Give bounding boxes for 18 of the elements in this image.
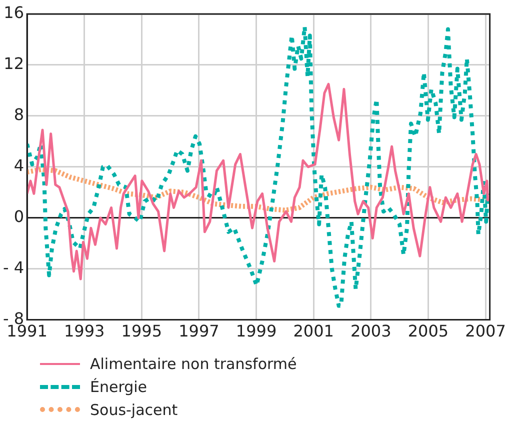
x-tick-label: 1995 <box>121 322 162 341</box>
line-series <box>27 24 490 308</box>
y-tick-label: 16 <box>4 3 24 22</box>
x-tick-label: 2005 <box>408 322 449 341</box>
x-tick-label: 2003 <box>350 322 392 341</box>
x-tick-label: 2001 <box>293 322 334 341</box>
y-tick-label: - 4 <box>2 258 24 277</box>
x-tick-label: 1999 <box>236 322 277 341</box>
x-tick-label: 2007 <box>465 322 506 341</box>
y-tick-label: 12 <box>4 54 24 74</box>
y-tick-label: 4 <box>14 156 24 176</box>
legend-label: Énergie <box>90 378 148 396</box>
legend-label: Sous-jacent <box>90 400 178 418</box>
x-tick-label: 1993 <box>64 322 105 341</box>
y-tick-label: 0 <box>14 207 24 226</box>
legend-label: Alimentaire non transformé <box>90 354 297 372</box>
x-tick-label: 1997 <box>178 322 220 341</box>
y-tick-label: 8 <box>14 105 24 124</box>
